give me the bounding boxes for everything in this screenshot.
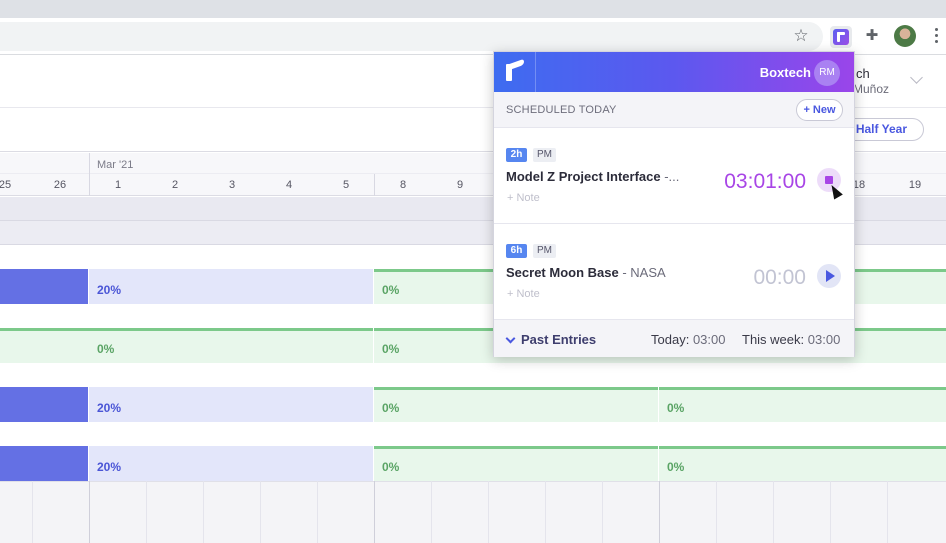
- allocation-bar[interactable]: [89, 387, 373, 422]
- hours-badge: 2h: [506, 148, 527, 162]
- allocation-bar[interactable]: [89, 269, 373, 304]
- entry-title[interactable]: Secret Moon Base - NASA: [506, 265, 666, 280]
- allocation-bar[interactable]: [374, 387, 658, 422]
- allocation-percent: 0%: [667, 401, 685, 415]
- day-label: 5: [342, 179, 350, 191]
- grid-line: [545, 481, 546, 543]
- hours-badge: 6h: [506, 244, 527, 258]
- day-label: 9: [456, 179, 464, 191]
- timeline-grid: [0, 481, 946, 543]
- chevron-down-icon[interactable]: [505, 333, 516, 344]
- grid-line: [488, 481, 489, 543]
- time-entry[interactable]: 6h PM Secret Moon Base - NASA + Note 00:…: [494, 224, 854, 320]
- allocation-percent: 0%: [382, 460, 400, 474]
- day-label: 25: [0, 179, 12, 191]
- allocation-percent: 0%: [382, 401, 400, 415]
- extension-rm-icon[interactable]: [830, 26, 852, 48]
- grid-line: [203, 481, 204, 543]
- stop-timer-button[interactable]: [817, 168, 841, 192]
- grid-line: [89, 481, 90, 543]
- popup-footer: Past Entries Today: 03:00 This week: 03:…: [494, 320, 854, 357]
- grid-line: [32, 481, 33, 543]
- allocation-bar[interactable]: [0, 269, 88, 304]
- day-label: 18: [852, 179, 866, 191]
- popup-header: Boxtech RM: [494, 52, 854, 92]
- grid-line: [830, 481, 831, 543]
- allocation-bar[interactable]: [659, 387, 946, 422]
- time-entry[interactable]: 2h PM Model Z Project Interface -... + N…: [494, 128, 854, 224]
- puzzle-icon[interactable]: ✚: [865, 27, 879, 44]
- entry-timer: 03:01:00: [724, 170, 806, 193]
- scheduled-today-label: SCHEDULED TODAY: [506, 104, 617, 116]
- allocation-percent: 20%: [97, 401, 122, 415]
- day-label: 4: [285, 179, 293, 191]
- allocation-bar[interactable]: [0, 387, 88, 422]
- grid-line: [317, 481, 318, 543]
- allocation-bar[interactable]: [0, 328, 373, 363]
- address-bar[interactable]: [0, 22, 823, 51]
- allocation-percent: 20%: [97, 460, 122, 474]
- entry-timer: 00:00: [753, 266, 806, 289]
- week-label: This week:: [742, 332, 805, 347]
- allocation-percent: 0%: [382, 342, 400, 356]
- grid-line: [659, 481, 660, 543]
- browser-profile-avatar[interactable]: [894, 25, 916, 47]
- allocation-bar[interactable]: [374, 446, 658, 481]
- day-label: 8: [399, 179, 407, 191]
- stop-icon: [825, 176, 833, 184]
- week-divider: [374, 174, 375, 196]
- grid-line: [431, 481, 432, 543]
- add-note-link[interactable]: + Note: [507, 192, 540, 204]
- today-label: Today:: [651, 332, 690, 347]
- grid-line: [773, 481, 774, 543]
- allocation-bar[interactable]: [89, 446, 373, 481]
- grid-line: [887, 481, 888, 543]
- grid-line: [374, 481, 375, 543]
- allocation-percent: 0%: [667, 460, 685, 474]
- grid-line: [716, 481, 717, 543]
- week-value: 03:00: [807, 332, 841, 347]
- play-icon: [826, 270, 835, 282]
- grid-line: [146, 481, 147, 543]
- start-timer-button[interactable]: [817, 264, 841, 288]
- project-name: Secret Moon Base: [506, 265, 619, 280]
- app-logo-icon[interactable]: [494, 52, 536, 92]
- grid-line: [260, 481, 261, 543]
- entry-title[interactable]: Model Z Project Interface -...: [506, 169, 679, 184]
- day-label: 3: [228, 179, 236, 191]
- user-avatar[interactable]: RM: [814, 60, 840, 86]
- scheduled-today-bar: SCHEDULED TODAY + New: [494, 92, 854, 128]
- month-divider: [89, 153, 90, 196]
- allocation-percent: 0%: [97, 342, 115, 356]
- project-name: Model Z Project Interface: [506, 169, 661, 184]
- week-total: This week: 03:00: [742, 332, 840, 347]
- workspace-name: ch: [856, 66, 870, 81]
- client-name: -...: [664, 169, 680, 184]
- day-label: 1: [114, 179, 122, 191]
- organization-name[interactable]: Boxtech: [759, 65, 811, 80]
- time-tracker-popup: Boxtech RM SCHEDULED TODAY + New 2h PM M…: [493, 51, 855, 357]
- day-label: 2: [171, 179, 179, 191]
- new-entry-button[interactable]: + New: [796, 99, 843, 121]
- add-note-link[interactable]: + Note: [507, 288, 540, 300]
- period-badge: PM: [533, 244, 556, 258]
- month-label: Mar '21: [97, 159, 134, 171]
- period-badge: PM: [533, 148, 556, 162]
- today-value: 03:00: [692, 332, 726, 347]
- past-entries-toggle[interactable]: Past Entries: [521, 332, 597, 347]
- allocation-percent: 0%: [382, 283, 400, 297]
- grid-line: [602, 481, 603, 543]
- day-label: 26: [53, 179, 67, 191]
- kebab-icon[interactable]: [930, 27, 942, 45]
- allocation-percent: 20%: [97, 283, 122, 297]
- allocation-bar[interactable]: [0, 446, 88, 481]
- today-total: Today: 03:00: [651, 332, 725, 347]
- allocation-bar[interactable]: [659, 446, 946, 481]
- star-icon[interactable]: ☆: [793, 26, 809, 45]
- client-name: - NASA: [622, 265, 666, 280]
- day-label: 19: [908, 179, 922, 191]
- browser-tab-strip: [0, 0, 946, 18]
